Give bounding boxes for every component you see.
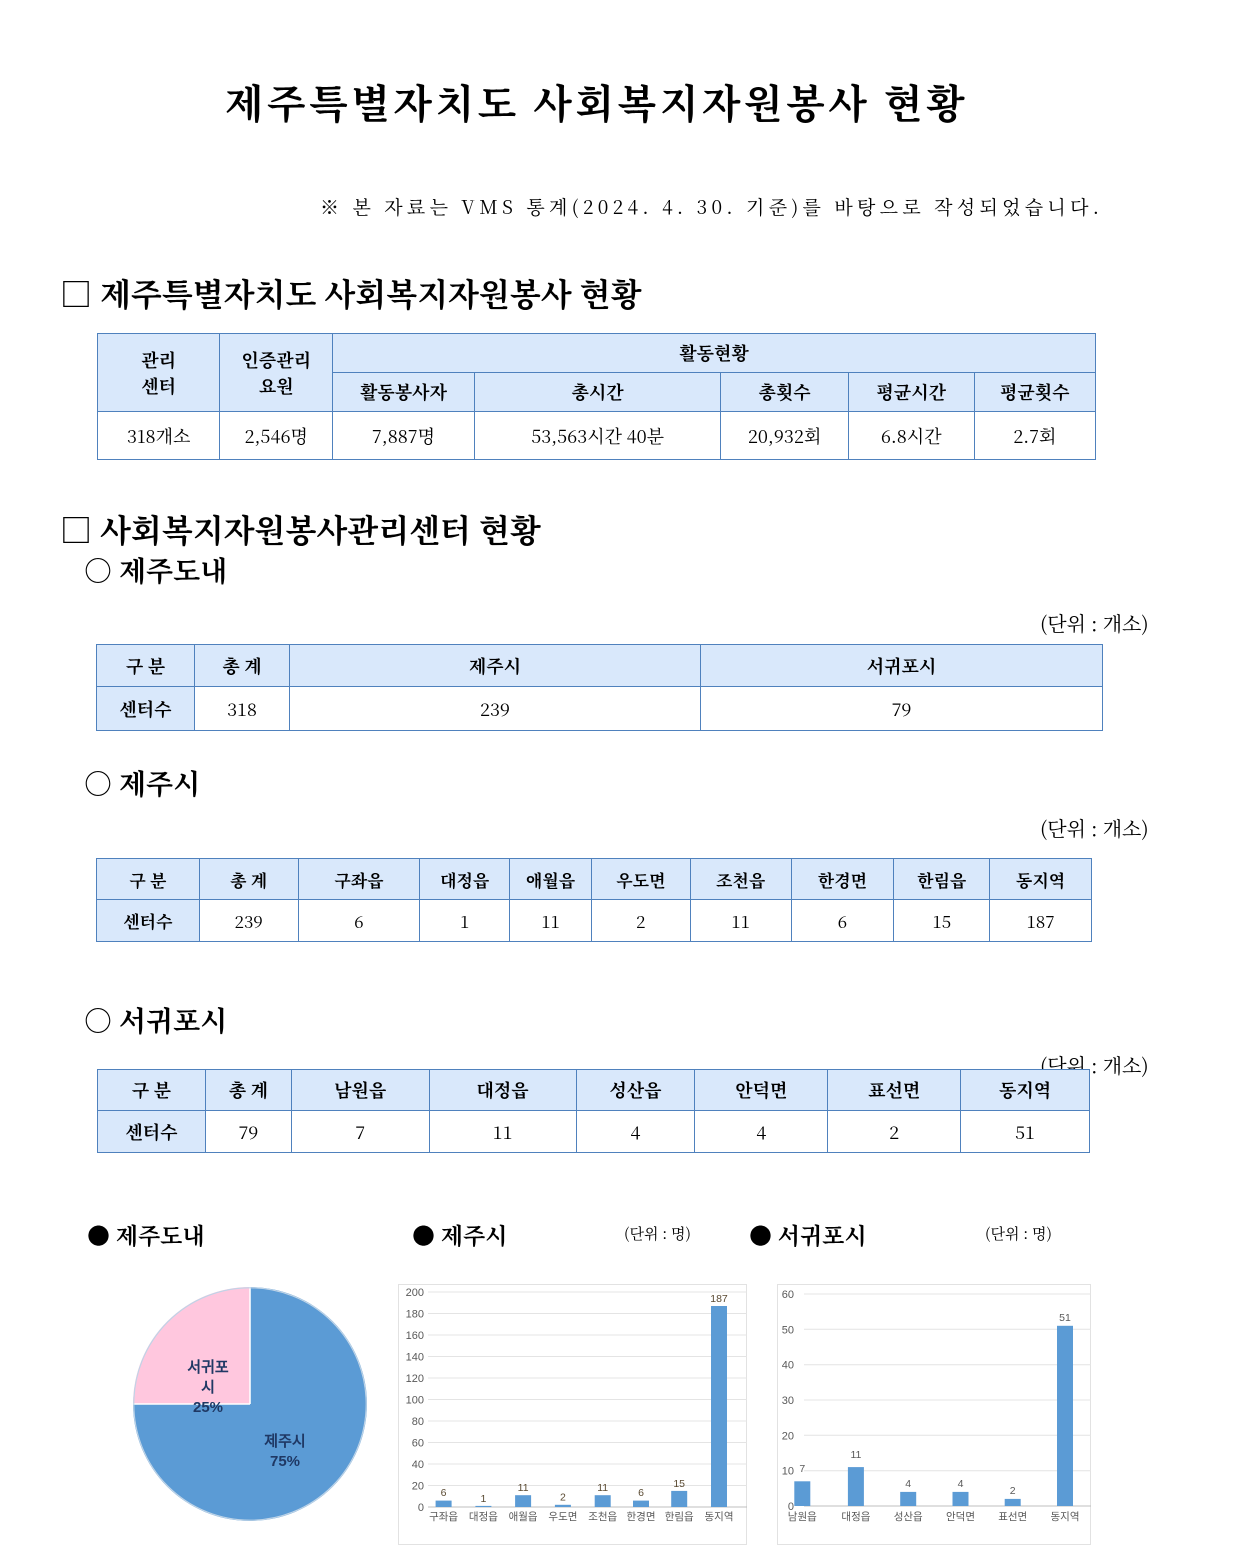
svg-text:180: 180 xyxy=(406,1309,424,1321)
svg-text:160: 160 xyxy=(406,1330,424,1342)
svg-text:100: 100 xyxy=(406,1395,424,1407)
svg-text:11: 11 xyxy=(518,1482,529,1494)
svg-text:남원읍: 남원읍 xyxy=(788,1511,817,1523)
svg-text:조천읍: 조천읍 xyxy=(588,1511,617,1523)
svg-text:한경면: 한경면 xyxy=(627,1510,656,1523)
svg-text:대정읍: 대정읍 xyxy=(469,1511,498,1523)
svg-text:한림읍: 한림읍 xyxy=(665,1511,694,1523)
svg-text:안덕면: 안덕면 xyxy=(946,1511,975,1523)
svg-text:60: 60 xyxy=(782,1289,794,1301)
svg-text:2: 2 xyxy=(1010,1485,1016,1497)
svg-text:60: 60 xyxy=(412,1438,424,1450)
svg-text:15: 15 xyxy=(673,1478,685,1490)
svg-text:30: 30 xyxy=(782,1395,794,1407)
svg-text:우도면: 우도면 xyxy=(548,1511,577,1523)
svg-text:187: 187 xyxy=(710,1293,728,1305)
svg-text:140: 140 xyxy=(406,1352,424,1364)
svg-text:구좌읍: 구좌읍 xyxy=(429,1511,458,1523)
svg-text:11: 11 xyxy=(850,1449,861,1461)
svg-text:10: 10 xyxy=(782,1466,794,1478)
svg-text:40: 40 xyxy=(412,1459,424,1471)
svg-text:6: 6 xyxy=(638,1487,644,1499)
svg-text:50: 50 xyxy=(782,1324,794,1336)
svg-text:11: 11 xyxy=(597,1482,608,1494)
svg-text:20: 20 xyxy=(412,1481,424,1493)
svg-text:0: 0 xyxy=(418,1502,424,1514)
svg-text:40: 40 xyxy=(782,1360,794,1372)
svg-text:동지역: 동지역 xyxy=(705,1511,734,1523)
svg-text:동지역: 동지역 xyxy=(1051,1511,1080,1523)
svg-text:애월읍: 애월읍 xyxy=(509,1511,538,1523)
svg-text:120: 120 xyxy=(406,1373,424,1385)
svg-text:51: 51 xyxy=(1059,1312,1071,1324)
svg-text:대정읍: 대정읍 xyxy=(841,1511,870,1523)
svg-text:200: 200 xyxy=(406,1287,424,1299)
svg-text:표선면: 표선면 xyxy=(998,1511,1027,1523)
svg-text:4: 4 xyxy=(958,1478,964,1490)
svg-text:4: 4 xyxy=(905,1478,911,1490)
svg-text:2: 2 xyxy=(560,1492,566,1504)
svg-text:6: 6 xyxy=(441,1487,447,1499)
svg-text:20: 20 xyxy=(782,1430,794,1442)
svg-text:1: 1 xyxy=(480,1493,486,1505)
svg-text:80: 80 xyxy=(412,1416,424,1428)
svg-text:성산읍: 성산읍 xyxy=(894,1511,923,1523)
svg-text:7: 7 xyxy=(799,1463,805,1475)
